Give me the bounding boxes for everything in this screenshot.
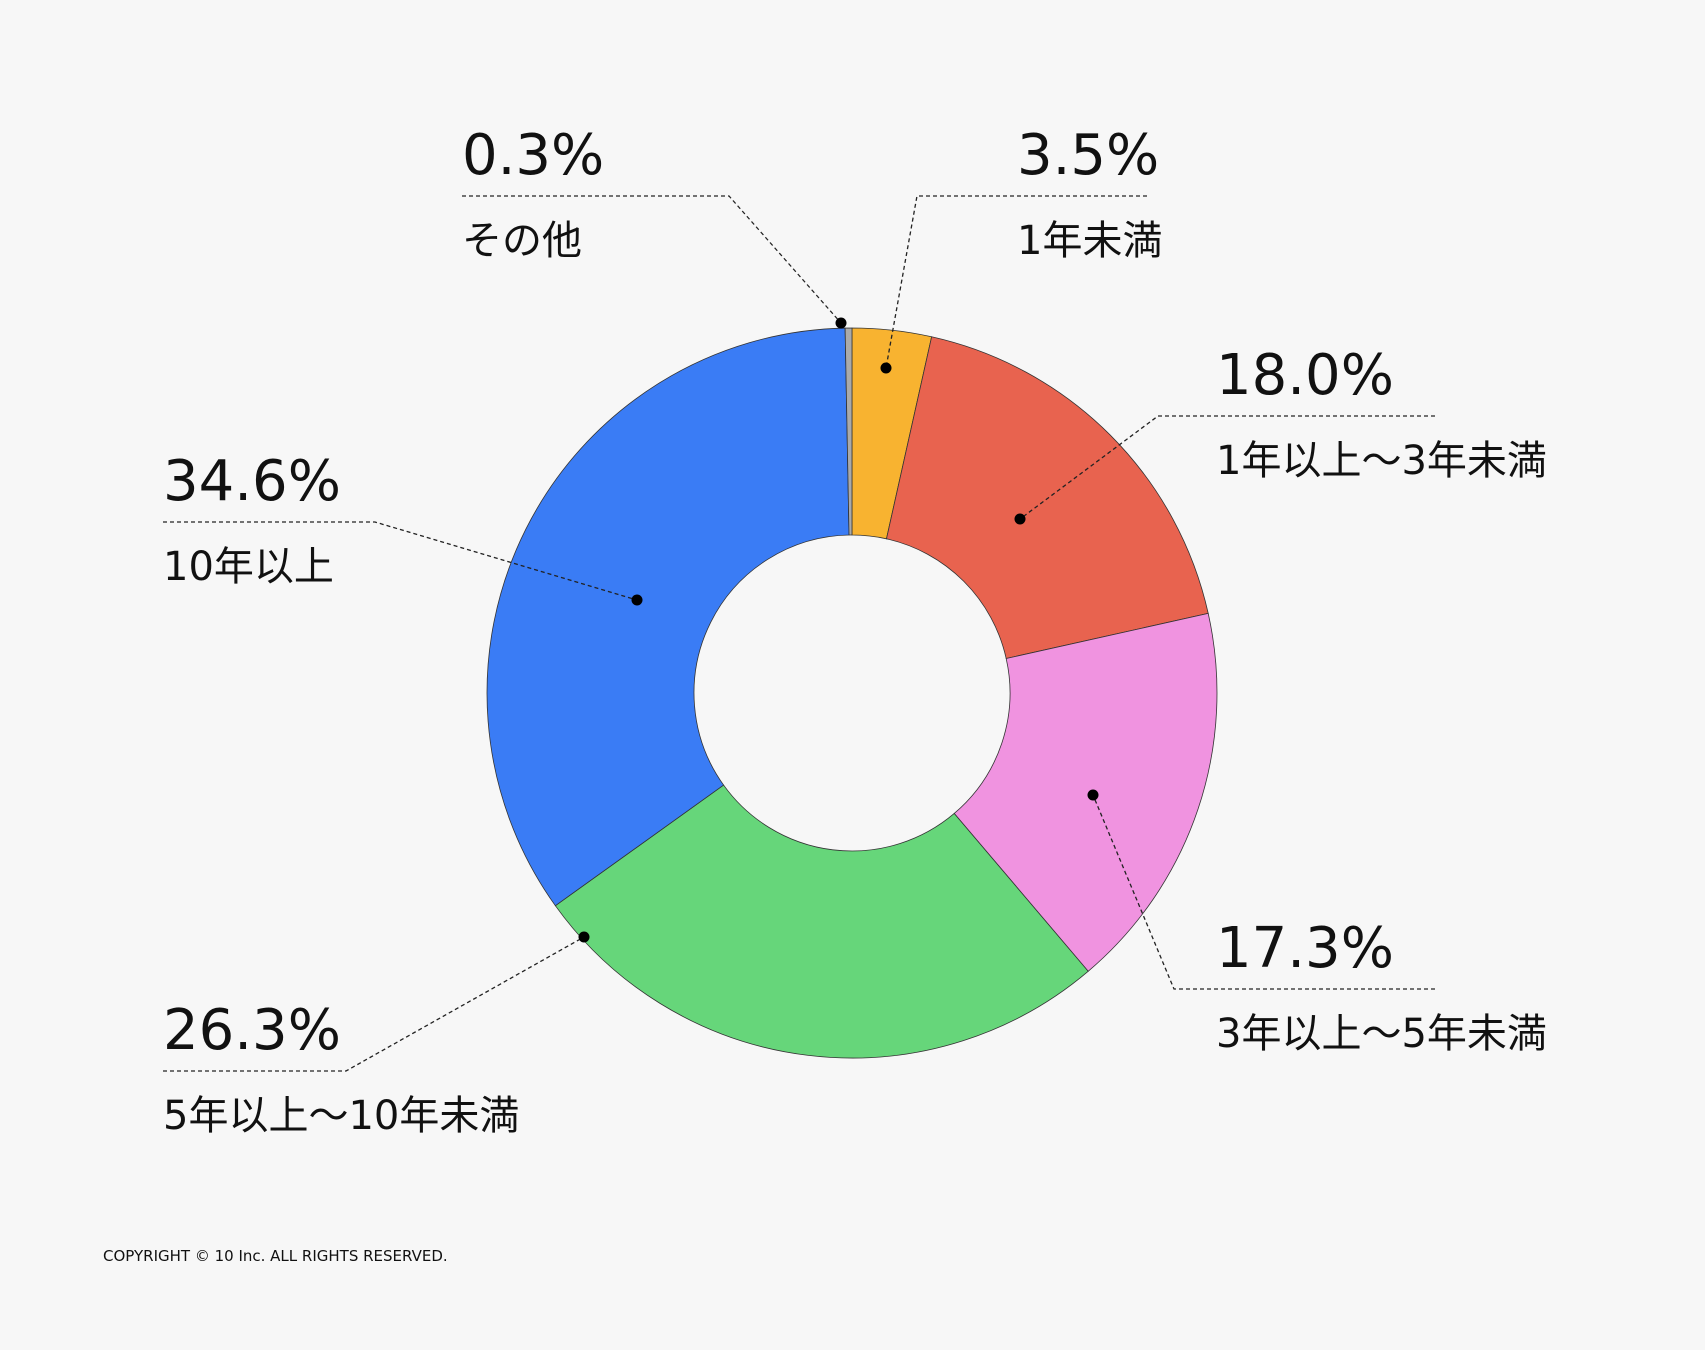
donut-segment (554, 784, 1089, 1059)
value-label: 17.3% (1216, 916, 1394, 981)
category-label: 10年以上 (163, 544, 334, 590)
value-label: 3.5% (1017, 123, 1159, 188)
donut-segment (486, 327, 850, 907)
value-label: 26.3% (163, 998, 341, 1063)
category-label: 5年以上〜10年未満 (163, 1093, 519, 1139)
leader-dot (1014, 513, 1026, 525)
leader-line (163, 936, 585, 1072)
donut-segment (885, 336, 1209, 660)
leader-line (462, 195, 842, 324)
category-label: 1年以上〜3年未満 (1216, 438, 1547, 484)
value-label: 18.0% (1216, 343, 1394, 408)
leader-dot (835, 317, 847, 329)
copyright: COPYRIGHT © 10 Inc. ALL RIGHTS RESERVED. (103, 1247, 448, 1265)
category-label: その他 (462, 218, 582, 264)
leader-dot (880, 362, 892, 374)
category-label: 3年以上〜5年未満 (1216, 1011, 1547, 1057)
value-label: 0.3% (462, 123, 604, 188)
leader-dot (1087, 789, 1099, 801)
donut-segment (844, 327, 853, 536)
leader-line (1019, 415, 1435, 520)
leader-line (163, 521, 638, 601)
donut-segment (953, 612, 1218, 972)
category-label: 1年未満 (1017, 218, 1162, 264)
leader-dot (578, 931, 590, 943)
leader-line (885, 195, 1147, 369)
value-label: 34.6% (163, 449, 341, 514)
leader-dot (631, 594, 643, 606)
leader-line (1092, 794, 1435, 990)
